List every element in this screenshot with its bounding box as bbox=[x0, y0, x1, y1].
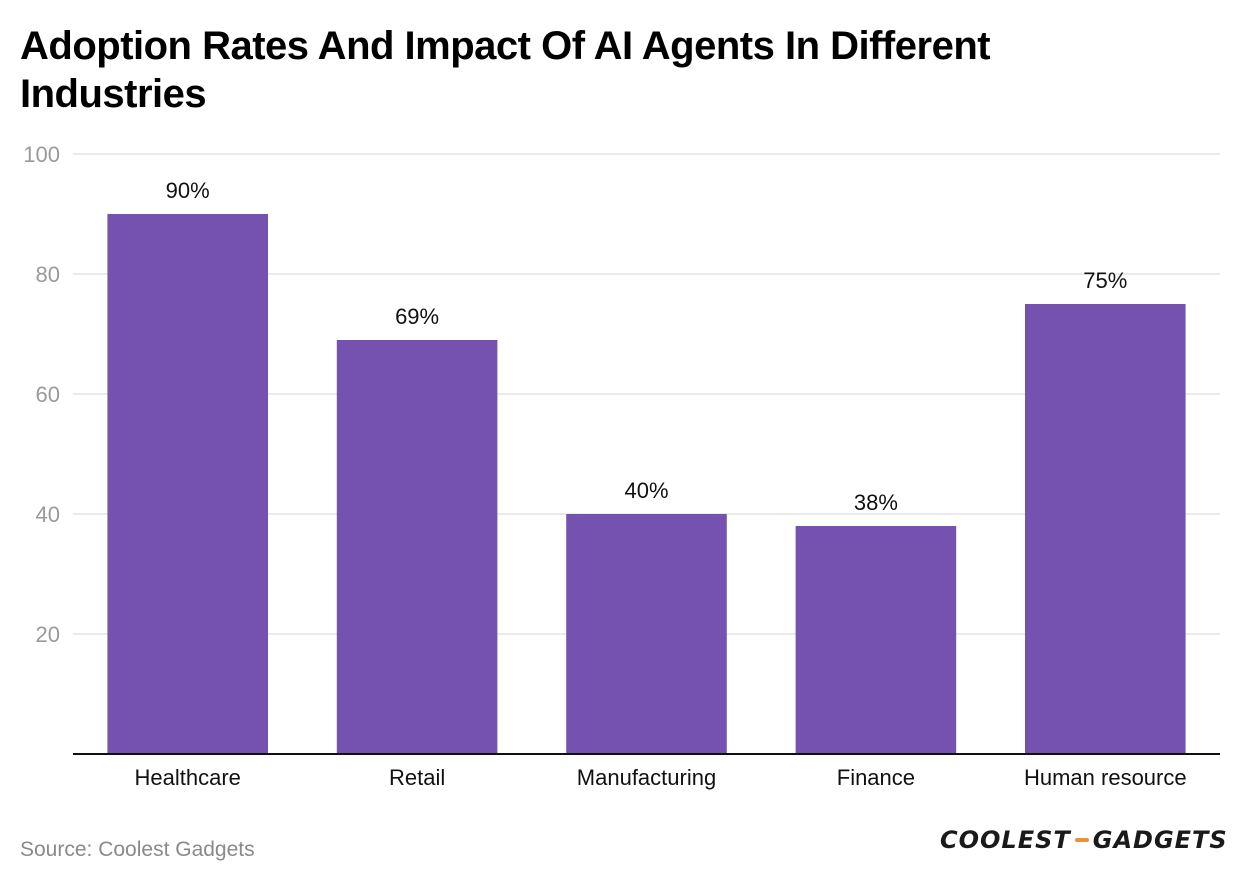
data-label: 38% bbox=[854, 490, 898, 515]
source-note: Source: Coolest Gadgets bbox=[20, 838, 255, 861]
logo-text-left: COOLEST bbox=[940, 826, 1071, 854]
x-tick-label: Retail bbox=[389, 765, 445, 790]
x-tick-label: Healthcare bbox=[135, 765, 241, 790]
x-tick-label: Finance bbox=[837, 765, 915, 790]
chart-title: Adoption Rates And Impact Of AI Agents I… bbox=[20, 24, 991, 116]
data-label: 90% bbox=[166, 178, 210, 203]
logo-dash bbox=[1074, 838, 1089, 842]
logo-text-right: GADGETS bbox=[1092, 826, 1228, 854]
data-labels: 90% 69% 40% 38% 75% bbox=[166, 178, 1128, 515]
bar-human-resource bbox=[1025, 304, 1186, 754]
y-tick-label: 20 bbox=[36, 622, 60, 647]
data-label: 69% bbox=[395, 304, 439, 329]
y-tick-label: 80 bbox=[36, 262, 60, 287]
x-axis-ticks: Healthcare Retail Manufacturing Finance Huma… bbox=[135, 765, 1187, 790]
bars bbox=[107, 214, 1186, 754]
y-tick-label: 60 bbox=[36, 382, 60, 407]
bar-manufacturing bbox=[566, 514, 727, 754]
data-label: 75% bbox=[1083, 268, 1127, 293]
x-tick-label: Manufacturing bbox=[577, 765, 716, 790]
bar-finance bbox=[795, 526, 957, 754]
y-tick-label: 100 bbox=[23, 142, 60, 167]
brand-logo: COOLEST GADGETS bbox=[940, 826, 1228, 854]
bar-healthcare bbox=[107, 214, 268, 754]
y-tick-label: 40 bbox=[36, 502, 60, 527]
x-tick-label: Human resource bbox=[1024, 765, 1187, 790]
y-axis-ticks: 20 40 60 80 100 bbox=[23, 142, 60, 647]
bar-retail bbox=[336, 340, 498, 754]
data-label: 40% bbox=[624, 478, 668, 503]
